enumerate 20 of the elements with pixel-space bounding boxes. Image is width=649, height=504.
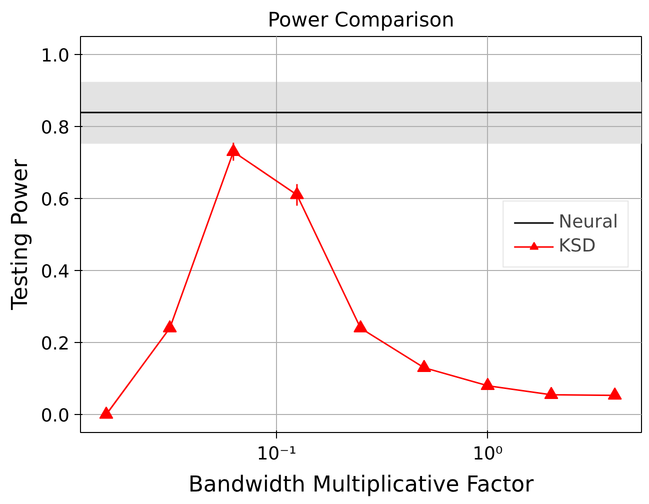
legend-label: Neural <box>558 212 618 232</box>
y-tick-label: 0.6 <box>40 190 70 210</box>
chart-title: Power Comparison <box>268 8 454 32</box>
y-tick-label: 0.2 <box>40 334 70 354</box>
x-tick-label: 10⁻¹ <box>256 444 296 464</box>
point <box>417 360 432 372</box>
y-tick-label: 0.4 <box>40 262 70 282</box>
y-axis-title: Testing Power <box>8 158 33 311</box>
y-tick-label: 0.8 <box>40 118 70 138</box>
y-tick-label: 0.0 <box>40 406 70 426</box>
x-tick-label: 10⁰ <box>472 444 503 464</box>
point <box>99 406 114 419</box>
x-axis-title: Bandwidth Multiplicative Factor <box>188 472 535 498</box>
y-tick-label: 1.0 <box>40 46 70 66</box>
point <box>544 386 558 399</box>
point <box>608 387 622 400</box>
point <box>480 378 495 390</box>
legend-label: KSD <box>558 236 596 256</box>
point <box>354 320 368 332</box>
point <box>162 320 177 332</box>
